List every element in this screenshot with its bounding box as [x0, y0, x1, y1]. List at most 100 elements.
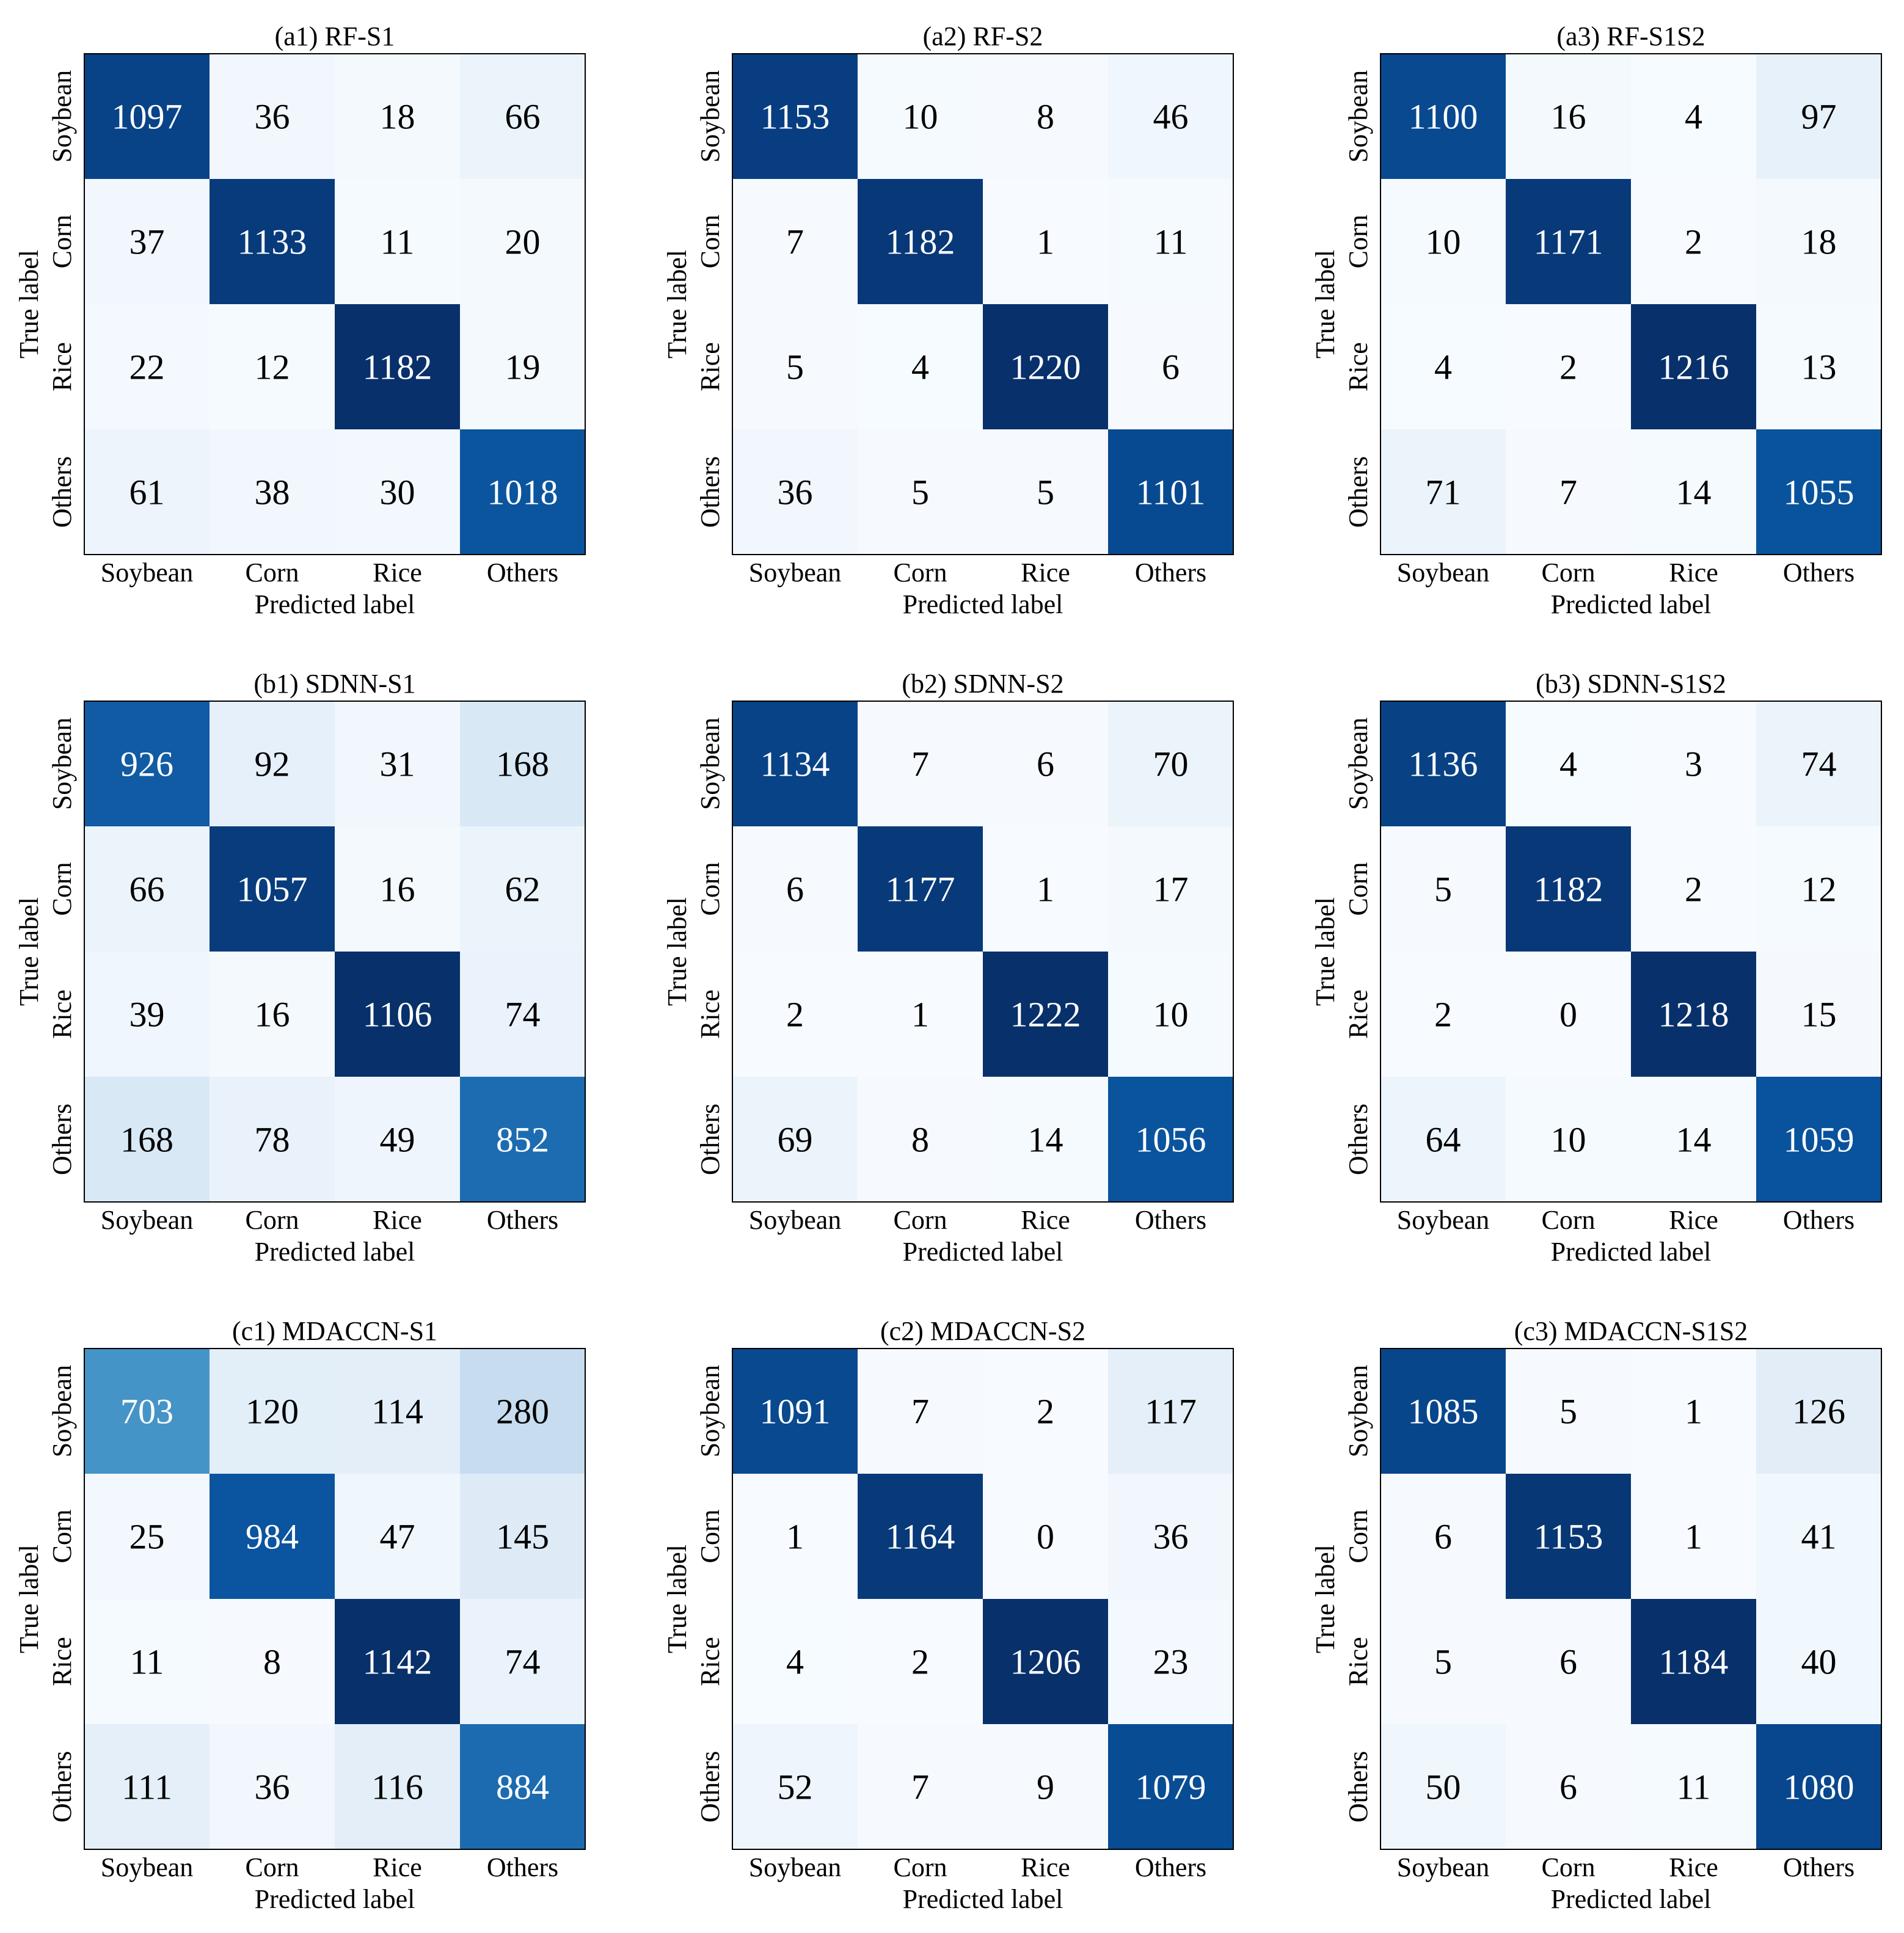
x-tick-label: Soybean: [1397, 558, 1490, 588]
chart-title: (c2) MDACCN-S2: [880, 1316, 1085, 1346]
cell-value-label: 10: [903, 97, 938, 137]
matrix-cell: [335, 304, 460, 429]
y-tick-label: Corn: [1343, 1510, 1373, 1564]
cell-value-label: 18: [1801, 222, 1837, 262]
cell-value-label: 1: [1685, 1517, 1702, 1557]
x-tick-label: Corn: [246, 1852, 299, 1882]
cell-value-label: 50: [1426, 1767, 1461, 1807]
matrix-cell: [858, 1349, 983, 1474]
cell-value-label: 41: [1801, 1517, 1837, 1557]
matrix-cell: [858, 54, 983, 179]
cell-value-label: 5: [1037, 473, 1054, 512]
y-tick-label: Soybean: [1343, 1365, 1373, 1458]
cell-value-label: 17: [1153, 870, 1189, 909]
x-tick-label: Soybean: [101, 558, 194, 588]
matrix-cell: [1756, 701, 1881, 826]
y-tick-label: Soybean: [47, 70, 77, 163]
cell-value-label: 70: [1153, 744, 1189, 784]
matrix-cell: [1756, 179, 1881, 304]
y-tick-label: Others: [47, 1751, 77, 1822]
y-axis-label: True label: [1310, 250, 1340, 359]
y-axis-label: True label: [14, 250, 44, 359]
cell-value-label: 10: [1551, 1120, 1586, 1160]
matrix-cell: [84, 1077, 210, 1202]
matrix-cell: [460, 1599, 585, 1724]
cell-value-label: 926: [120, 744, 173, 784]
confusion-matrix-7: (c1) MDACCN-S1 703 120 114 280 25 984 47 145 11 8 1…: [14, 1316, 586, 1914]
matrix-cell: [335, 1599, 460, 1724]
cell-value-label: 1057: [237, 870, 308, 909]
x-tick-label: Soybean: [1397, 1852, 1490, 1882]
matrix-border: [732, 1348, 1234, 1850]
cell-value-label: 11: [1677, 1767, 1711, 1807]
matrix-cell: [84, 1474, 210, 1599]
x-axis-label: Predicted label: [1551, 1237, 1712, 1267]
matrix-cell: [460, 701, 585, 826]
matrix-cell: [1631, 304, 1756, 429]
matrix-cell: [335, 1474, 460, 1599]
matrix-cell: [84, 429, 210, 555]
cell-value-label: 0: [1037, 1517, 1054, 1557]
cell-value-label: 1142: [363, 1642, 432, 1682]
y-tick-label: Rice: [47, 1637, 77, 1686]
matrix-cell: [983, 1599, 1108, 1724]
cell-value-label: 9: [1037, 1767, 1054, 1807]
cell-value-label: 16: [255, 995, 290, 1035]
cell-value-label: 8: [1037, 97, 1054, 137]
matrix-cell: [1381, 952, 1506, 1077]
y-tick-label: Soybean: [695, 1365, 725, 1458]
matrix-cell: [732, 701, 858, 826]
matrix-cell: [1756, 304, 1881, 429]
cell-value-label: 0: [1559, 995, 1577, 1035]
y-tick-label: Rice: [1343, 342, 1373, 391]
cell-value-label: 703: [120, 1392, 173, 1432]
matrix-cell: [335, 1724, 460, 1849]
cell-value-label: 78: [255, 1120, 290, 1160]
cell-value-label: 1220: [1010, 348, 1081, 387]
cell-value-label: 97: [1801, 97, 1837, 137]
matrix-cell: [1381, 1077, 1506, 1202]
y-tick-label: Others: [1343, 1104, 1373, 1175]
x-axis-label: Predicted label: [1551, 589, 1712, 619]
cell-value-label: 1133: [238, 222, 307, 262]
matrix-cell: [1108, 1724, 1233, 1849]
cell-value-label: 31: [380, 744, 415, 784]
matrix-cell: [732, 54, 858, 179]
cell-value-label: 66: [505, 97, 541, 137]
matrix-cell: [1381, 179, 1506, 304]
matrix-cell: [1381, 304, 1506, 429]
y-axis-label: True label: [14, 1545, 44, 1653]
chart-title: (a3) RF-S1S2: [1556, 21, 1705, 51]
cell-value-label: 5: [1434, 870, 1452, 909]
x-tick-label: Corn: [894, 1205, 947, 1235]
matrix-border: [1380, 53, 1882, 555]
matrix-cell: [210, 826, 335, 952]
cell-value-label: 49: [380, 1120, 415, 1160]
matrix-cell: [858, 1474, 983, 1599]
matrix-cell: [858, 1724, 983, 1849]
matrix-cell: [1108, 304, 1233, 429]
y-tick-label: Others: [47, 1104, 77, 1175]
y-tick-label: Others: [695, 1104, 725, 1175]
cell-value-label: 36: [255, 1767, 290, 1807]
x-tick-label: Corn: [246, 558, 299, 588]
cell-value-label: 74: [505, 1642, 541, 1682]
cell-value-label: 18: [380, 97, 415, 137]
cell-value-label: 114: [371, 1392, 423, 1432]
x-tick-label: Others: [1783, 558, 1855, 588]
matrix-cell: [1108, 429, 1233, 555]
matrix-cell: [1631, 429, 1756, 555]
x-tick-label: Rice: [1021, 1205, 1070, 1235]
y-tick-label: Corn: [695, 862, 725, 916]
cell-value-label: 23: [1153, 1642, 1189, 1682]
matrix-cell: [983, 429, 1108, 555]
cell-value-label: 2: [1685, 222, 1702, 262]
cell-value-label: 92: [255, 744, 290, 784]
y-tick-label: Corn: [695, 1510, 725, 1564]
matrix-cell: [335, 1077, 460, 1202]
matrix-cell: [858, 304, 983, 429]
y-tick-label: Others: [1343, 1751, 1373, 1822]
matrix-cell: [1108, 826, 1233, 952]
